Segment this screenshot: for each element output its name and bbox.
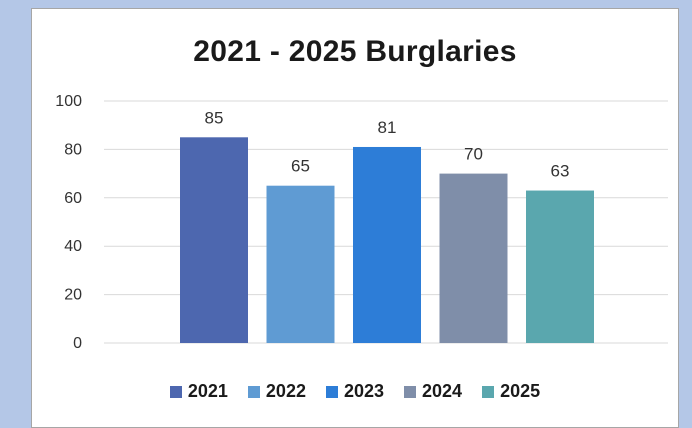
legend-swatch (482, 385, 495, 398)
legend-item-2024: 2024 (404, 381, 462, 402)
legend-swatch (325, 385, 338, 398)
bar-2025 (526, 190, 594, 343)
bar-2022 (266, 185, 335, 343)
chart-plot: 0 20 40 60 80 100 85 65 81 70 63 (55, 93, 668, 352)
legend-swatch (247, 385, 260, 398)
legend-item-2021: 2021 (169, 381, 228, 402)
y-tick-label: 80 (64, 141, 82, 158)
legend-swatch (404, 385, 417, 398)
chart-title: 2021 - 2025 Burglaries (193, 35, 517, 68)
bar-2021 (180, 137, 248, 343)
legend-label: 2025 (500, 381, 541, 401)
y-tick-label: 60 (64, 190, 82, 207)
legend-item-2023: 2023 (325, 381, 385, 402)
legend-item-2022: 2022 (247, 381, 306, 402)
y-tick-label: 0 (73, 335, 82, 352)
y-tick-label: 20 (64, 287, 82, 304)
y-tick-label: 100 (55, 93, 82, 110)
y-tick-label: 40 (64, 238, 82, 255)
data-label-2022: 65 (291, 157, 310, 176)
bar-2023 (353, 146, 421, 343)
legend-label: 2023 (343, 381, 385, 401)
bar-2024 (439, 173, 508, 343)
legend-label: 2024 (422, 381, 463, 401)
legend-item-2025: 2025 (482, 381, 540, 402)
data-label-2021: 85 (205, 108, 224, 127)
legend-label: 2021 (187, 381, 228, 401)
legend-label: 2022 (265, 381, 306, 401)
legend-swatch (169, 385, 182, 398)
chart-frame: 2021 - 2025 Burglaries 0 20 40 60 80 100 85 65… (31, 8, 679, 428)
data-label-2025: 63 (551, 162, 570, 181)
data-label-2023: 81 (378, 118, 397, 137)
data-label-2024: 70 (464, 145, 483, 164)
chart-legend: 2021 2022 2023 2024 2025 (32, 381, 678, 402)
